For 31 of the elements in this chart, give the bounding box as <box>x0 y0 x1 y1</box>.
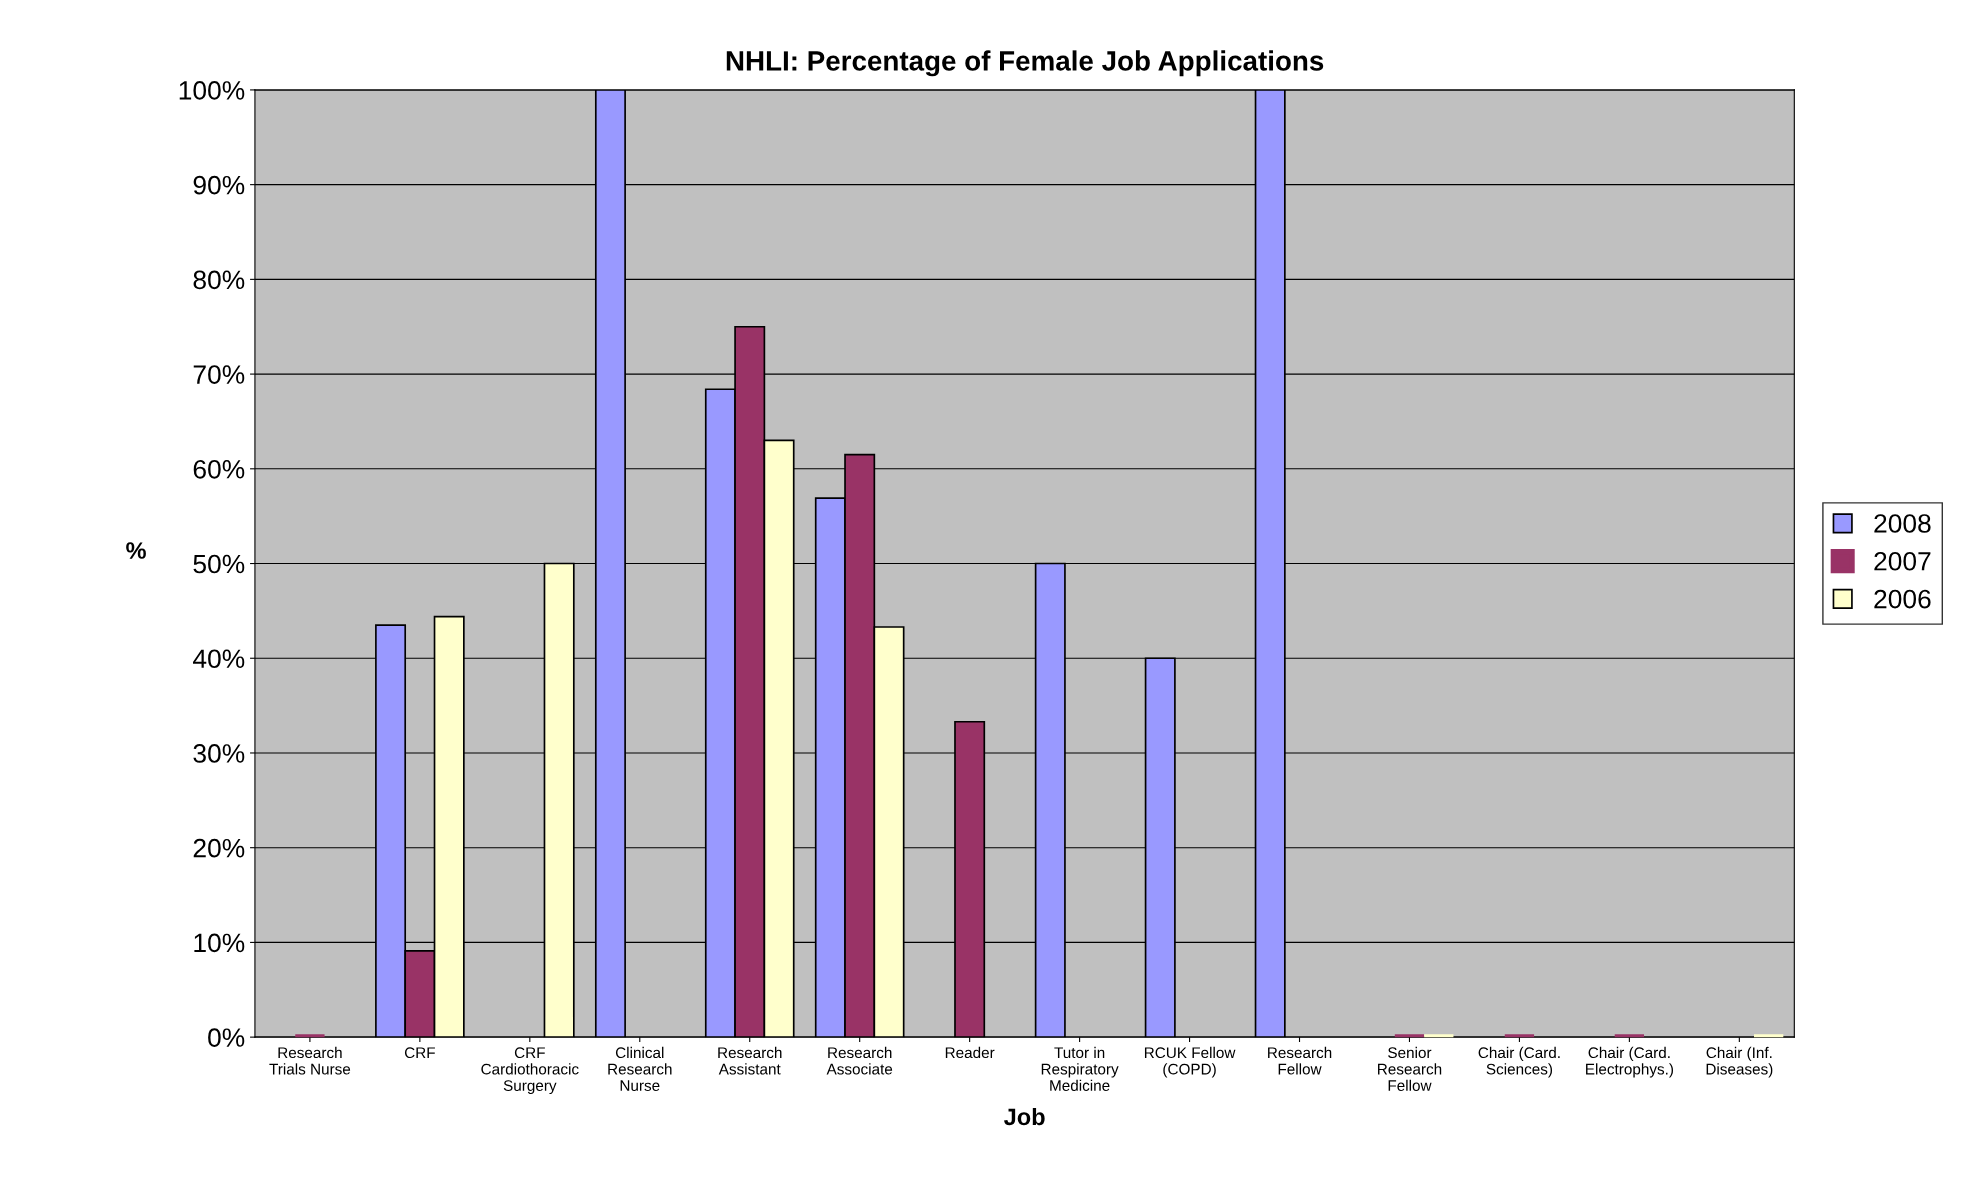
x-tick-label: Chair (Inf. Diseases) <box>1706 1046 1773 1078</box>
y-tick-label: 80% <box>193 270 245 290</box>
x-tick-label: Research Associate <box>826 1046 893 1075</box>
x-axis-title: Job <box>1003 1107 1045 1126</box>
x-tick-label: Chair (Card. Electrophys.) <box>1586 1046 1674 1078</box>
y-tick-label: 100% <box>179 81 245 100</box>
y-tick-label: 30% <box>193 744 245 763</box>
x-tick-label: Chair (Card. Sciences) <box>1478 1046 1560 1078</box>
x-tick-label: Senior Research Fellow <box>1378 1046 1442 1091</box>
x-tick-label: Research Assistant <box>718 1046 782 1075</box>
y-tick-label: 10% <box>194 933 245 953</box>
y-tick-label: 50% <box>193 554 245 574</box>
y-tick-label: 90% <box>193 175 245 195</box>
x-tick-label: Research Trials Nurse <box>269 1046 351 1075</box>
x-tick-label: Research Fellow <box>1268 1046 1332 1075</box>
x-tick-label: Tutor in Respiratory Medicine <box>1041 1046 1119 1091</box>
y-tick-label: 70% <box>193 365 245 384</box>
y-tick-label: 40% <box>193 649 245 669</box>
x-tick-label: CRF <box>404 1047 435 1059</box>
y-tick-label: 60% <box>193 459 245 479</box>
x-tick-label: RCUK Fellow (COPD) <box>1144 1046 1236 1078</box>
x-tick-label: Reader <box>945 1046 995 1059</box>
chart-title: NHLI: Percentage of Female Job Applications <box>726 50 1324 77</box>
x-tick-label: Clinical Research Nurse <box>608 1046 672 1091</box>
legend-label: 2008 <box>1874 514 1931 533</box>
y-tick-label: 0% <box>208 1028 245 1047</box>
legend-label: 2006 <box>1874 589 1931 609</box>
y-axis-title: % <box>126 542 146 559</box>
y-tick-label: 20% <box>193 838 245 858</box>
legend-label: 2007 <box>1874 551 1931 571</box>
x-tick-label: CRF Cardiothoracic Surgery <box>481 1047 579 1095</box>
